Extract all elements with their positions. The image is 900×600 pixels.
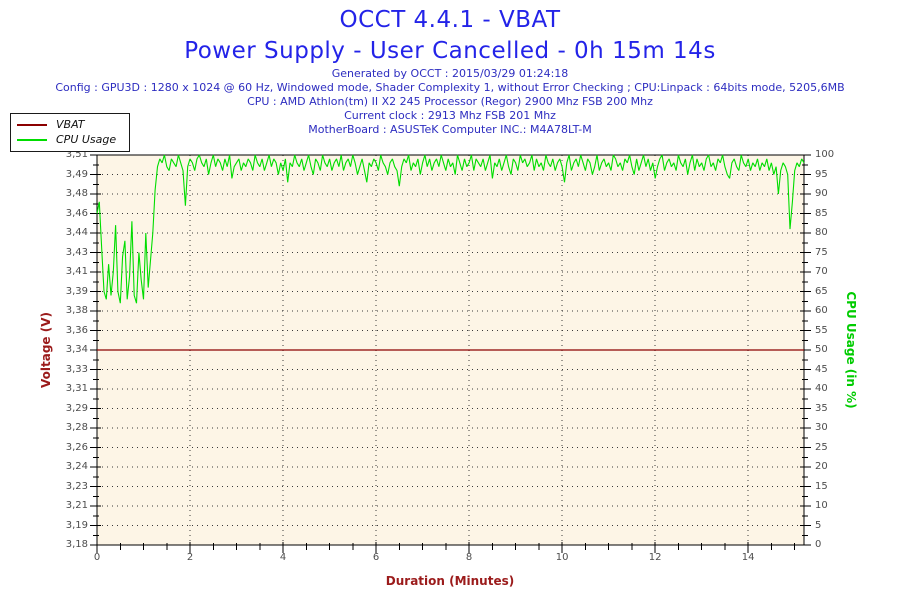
generated-timestamp: Generated by OCCT : 2015/03/29 01:24:18 <box>331 67 569 80</box>
left-axis-tick-label: 3,41 <box>65 266 88 277</box>
right-axis-title: CPU Usage (in %) <box>844 291 858 409</box>
right-axis-tick-label: 45 <box>815 363 828 375</box>
x-axis-tick-label: 4 <box>279 552 287 563</box>
legend-label-cpu-usage: CPU Usage <box>56 133 117 146</box>
left-axis-tick-label: 3,51 <box>65 149 88 160</box>
left-axis-title: Voltage (V) <box>39 312 53 388</box>
left-axis-tick-label: 3,23 <box>65 480 88 492</box>
x-axis-tick-label: 0 <box>93 552 101 563</box>
cpu-info: CPU : AMD Athlon(tm) II X2 245 Processor… <box>247 95 653 108</box>
left-axis-tick-label: 3,33 <box>65 363 88 375</box>
right-axis-tick-label: 80 <box>815 227 828 238</box>
right-axis-tick-label: 95 <box>815 168 828 180</box>
left-axis-tick-label: 3,44 <box>65 227 88 238</box>
left-axis-tick-label: 3,43 <box>65 246 88 258</box>
x-axis-tick-label: 14 <box>741 552 755 563</box>
right-axis-tick-label: 90 <box>815 188 828 199</box>
right-axis-tick-label: 60 <box>815 305 828 316</box>
right-axis-tick-label: 65 <box>815 285 828 297</box>
left-axis-tick-label: 3,39 <box>65 285 88 297</box>
left-axis-tick-label: 3,46 <box>65 207 88 219</box>
config-info: Config : GPU3D : 1280 x 1024 @ 60 Hz, Wi… <box>55 81 845 94</box>
left-axis-tick-label: 3,26 <box>65 441 88 453</box>
left-axis-tick-label: 3,31 <box>65 383 88 394</box>
left-axis-tick-label: 3,29 <box>65 402 88 414</box>
right-axis-tick-label: 0 <box>815 539 822 550</box>
right-axis-tick-label: 70 <box>815 266 828 277</box>
x-axis-tick-label: 12 <box>648 552 662 563</box>
cpu-usage-line-swatch <box>17 138 47 141</box>
right-axis-tick-label: 85 <box>815 207 828 219</box>
left-axis-tick-label: 3,34 <box>65 344 88 355</box>
right-axis-tick-label: 10 <box>815 500 828 511</box>
right-axis-tick-label: 55 <box>815 324 828 336</box>
right-axis-tick-label: 30 <box>815 422 828 433</box>
right-axis-tick-label: 20 <box>815 461 828 472</box>
legend-item-vbat: VBAT <box>17 117 121 132</box>
right-axis-tick-label: 15 <box>815 480 828 492</box>
vbat-line-swatch <box>17 123 47 126</box>
left-axis-tick-label: 3,28 <box>65 422 88 433</box>
motherboard-info: MotherBoard : ASUSTeK Computer INC.: M4A… <box>308 123 592 136</box>
chart-subtitle: Power Supply - User Cancelled - 0h 15m 1… <box>184 38 716 64</box>
x-axis-tick-label: 2 <box>186 552 194 563</box>
left-axis-tick-label: 3,24 <box>65 461 88 472</box>
left-axis-tick-label: 3,18 <box>65 539 88 550</box>
left-axis-tick-label: 3,48 <box>65 188 88 199</box>
legend-label-vbat: VBAT <box>56 118 85 131</box>
chart-title: OCCT 4.4.1 - VBAT <box>339 7 561 33</box>
left-axis-tick-label: 3,19 <box>65 519 88 531</box>
left-axis-tick-label: 3,21 <box>65 500 88 511</box>
left-axis-tick-label: 3,36 <box>65 324 88 336</box>
left-axis-tick-label: 3,49 <box>65 168 88 180</box>
x-axis-tick-label: 6 <box>372 552 380 563</box>
right-axis-tick-label: 75 <box>815 246 828 258</box>
right-axis-tick-label: 100 <box>815 149 835 160</box>
legend-item-cpu-usage: CPU Usage <box>17 132 121 147</box>
legend-box: VBAT CPU Usage <box>10 113 130 152</box>
right-axis-tick-label: 25 <box>815 441 828 453</box>
right-axis-tick-label: 5 <box>815 519 822 531</box>
report-header: OCCT 4.4.1 - VBAT Power Supply - User Ca… <box>0 5 900 137</box>
right-axis-tick-label: 40 <box>815 383 828 394</box>
right-axis-tick-label: 50 <box>815 344 828 355</box>
left-axis-tick-label: 3,38 <box>65 305 88 316</box>
x-axis-title: Duration (Minutes) <box>385 574 515 588</box>
right-axis-tick-label: 35 <box>815 402 828 414</box>
x-axis-tick-label: 8 <box>465 552 473 563</box>
current-clock-info: Current clock : 2913 Mhz FSB 201 Mhz <box>344 109 556 122</box>
x-axis-tick-label: 10 <box>555 552 569 563</box>
